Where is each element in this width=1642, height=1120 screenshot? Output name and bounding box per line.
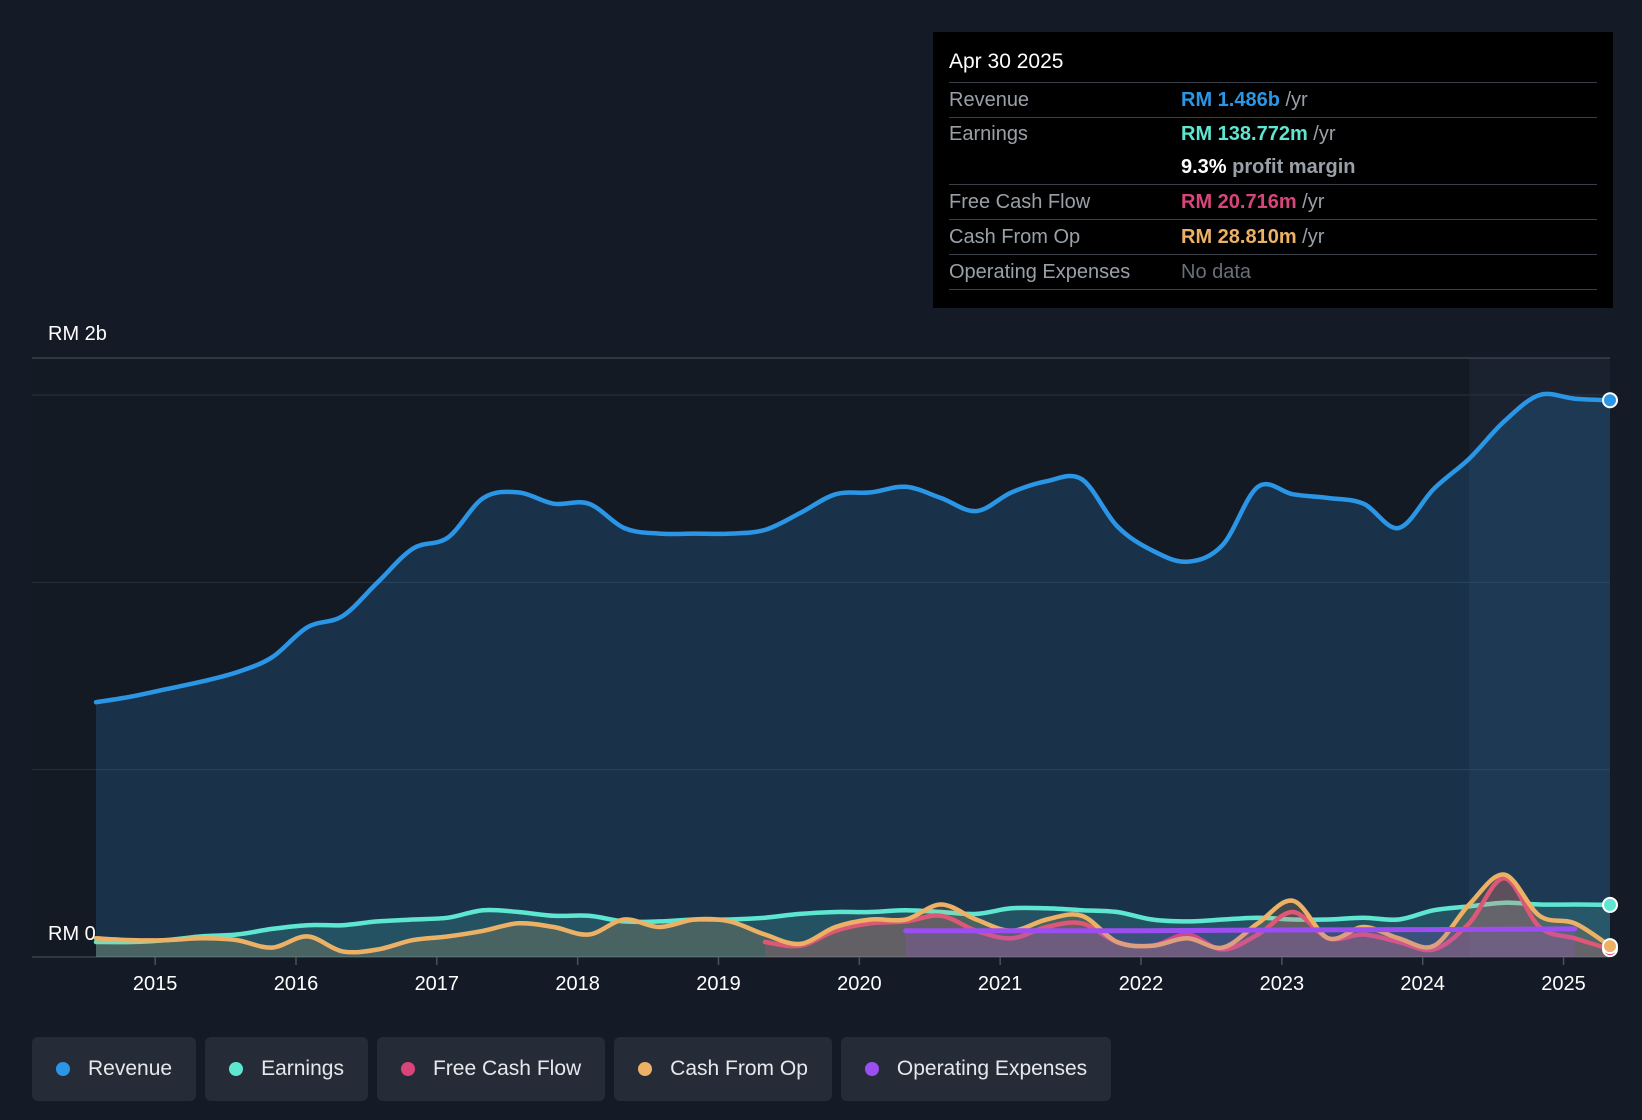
legend: Revenue Earnings Free Cash Flow Cash Fro…	[32, 1037, 1120, 1101]
earnings-dot-icon	[229, 1062, 244, 1076]
free-cash-flow-area	[765, 878, 1610, 957]
tooltip-value-free-cash-flow: RM 20.716m	[1181, 191, 1297, 213]
tooltip-row-free-cash-flow: Free Cash Flow RM 20.716m /yr	[949, 185, 1597, 220]
operating-expenses-area	[905, 928, 1575, 957]
tooltip-value-operating-expenses: No data	[1181, 261, 1252, 283]
plot-background	[32, 358, 1610, 957]
highlight-region	[1469, 358, 1610, 957]
cash-from-op-area	[96, 874, 1610, 957]
tooltip-row-operating-expenses: Operating Expenses No data	[949, 255, 1597, 290]
tooltip-row-cash-from-op: Cash From Op RM 28.810m /yr	[949, 220, 1597, 255]
x-tick-label: 2023	[1260, 973, 1305, 995]
x-tick-label: 2025	[1541, 973, 1586, 995]
tooltip-label: Cash From Op	[949, 226, 1081, 248]
x-tick-label: 2022	[1119, 973, 1164, 995]
x-tick-label: 2019	[696, 973, 741, 995]
legend-label: Revenue	[88, 1057, 173, 1080]
revenue-line	[93, 391, 1610, 705]
series-layer	[93, 391, 1618, 958]
free-cash-flow-dot-icon	[400, 1062, 415, 1076]
earnings-end-point	[1602, 896, 1618, 913]
revenue-dot-icon	[56, 1062, 70, 1076]
y-axis-bottom-label: RM 0	[48, 923, 96, 945]
tooltip-unit: /yr	[1307, 123, 1336, 145]
tooltip-label: Earnings	[949, 123, 1028, 145]
tooltip-unit: /yr	[1296, 226, 1325, 248]
tooltip-value-revenue: RM 1.486b	[1181, 89, 1280, 111]
tooltip-unit: profit margin	[1226, 156, 1356, 178]
x-tick-label: 2016	[274, 973, 319, 995]
operating-expenses-dot-icon	[864, 1062, 879, 1076]
earnings-line	[93, 900, 1610, 945]
legend-item-operating-expenses[interactable]: Operating Expenses	[840, 1037, 1112, 1101]
x-tick-label: 2024	[1400, 973, 1445, 995]
gridlines	[32, 357, 1610, 958]
x-tick-label: 2020	[837, 973, 882, 995]
revenue-end-point	[1602, 392, 1618, 409]
tooltip-value-margin: 9.3%	[1181, 156, 1227, 178]
tooltip-row-margin: 9.3% profit margin	[949, 151, 1597, 185]
x-tick-label: 2021	[978, 973, 1023, 995]
legend-label: Free Cash Flow	[432, 1057, 582, 1080]
cash-from-op-dot-icon	[638, 1062, 653, 1076]
tooltip-unit: /yr	[1296, 191, 1325, 213]
tooltip-unit: /yr	[1279, 89, 1308, 111]
series-group	[93, 391, 1610, 957]
operating-expenses-line	[903, 926, 1578, 934]
legend-label: Earnings	[261, 1057, 344, 1080]
tooltip-label: Free Cash Flow	[949, 191, 1091, 213]
tooltip-row-earnings: Earnings RM 138.772m /yr	[949, 118, 1597, 151]
x-tick-label: 2015	[133, 973, 178, 995]
tooltip-label	[949, 151, 1181, 184]
legend-item-free-cash-flow[interactable]: Free Cash Flow	[376, 1037, 606, 1101]
x-tick-label: 2017	[415, 973, 460, 995]
tooltip-date: Apr 30 2025	[949, 32, 1597, 83]
chart: 2015 2016 2017 2018 2019 2020 2021 2022 2023 2024…	[32, 323, 1618, 995]
tooltip-label: Operating Expenses	[949, 261, 1131, 283]
legend-item-earnings[interactable]: Earnings	[205, 1037, 368, 1101]
x-axis: 2015 2016 2017 2018 2019 2020 2021 2022 2023 2024…	[133, 957, 1586, 995]
legend-item-revenue[interactable]: Revenue	[32, 1037, 197, 1101]
tooltip-row-revenue: Revenue RM 1.486b /yr	[949, 83, 1597, 118]
tooltip-label: Revenue	[949, 89, 1030, 111]
tooltip: Apr 30 2025 Revenue RM 1.486b /yr Earnin…	[933, 32, 1613, 308]
legend-item-cash-from-op[interactable]: Cash From Op	[614, 1037, 832, 1101]
y-axis-top-label: RM 2b	[48, 323, 107, 345]
x-tick-label: 2018	[555, 973, 600, 995]
legend-label: Cash From Op	[670, 1057, 808, 1080]
tooltip-value-earnings: RM 138.772m	[1181, 123, 1308, 145]
tooltip-value-cash-from-op: RM 28.810m	[1181, 226, 1297, 248]
legend-label: Operating Expenses	[896, 1057, 1088, 1080]
cash-from-op-end-point	[1602, 938, 1618, 955]
